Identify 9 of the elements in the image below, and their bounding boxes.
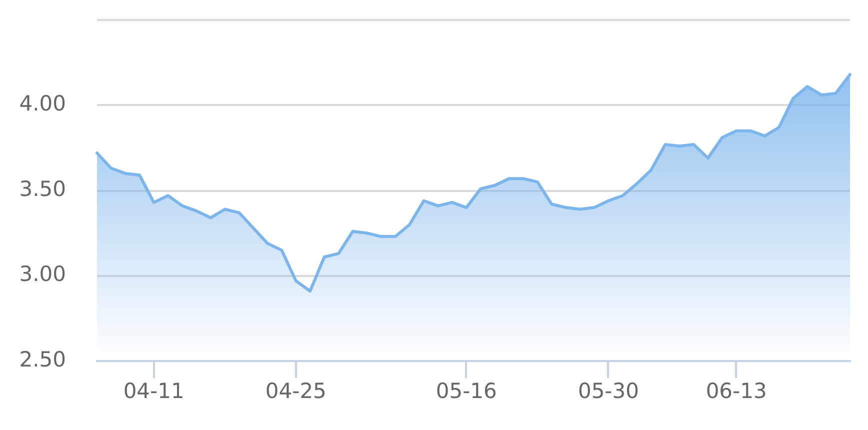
y-tick-label: 2.50 (19, 347, 66, 372)
x-tick-label: 04-25 (265, 379, 326, 404)
x-tick-label: 04-11 (123, 379, 184, 404)
y-tick-label: 4.00 (19, 92, 66, 116)
y-tick-label: 3.00 (19, 262, 66, 286)
y-tick-label: 3.50 (19, 176, 66, 201)
x-tick-label: 06-13 (706, 379, 767, 404)
x-tick-label: 05-30 (578, 379, 639, 404)
x-tick-label: 05-16 (436, 379, 497, 404)
